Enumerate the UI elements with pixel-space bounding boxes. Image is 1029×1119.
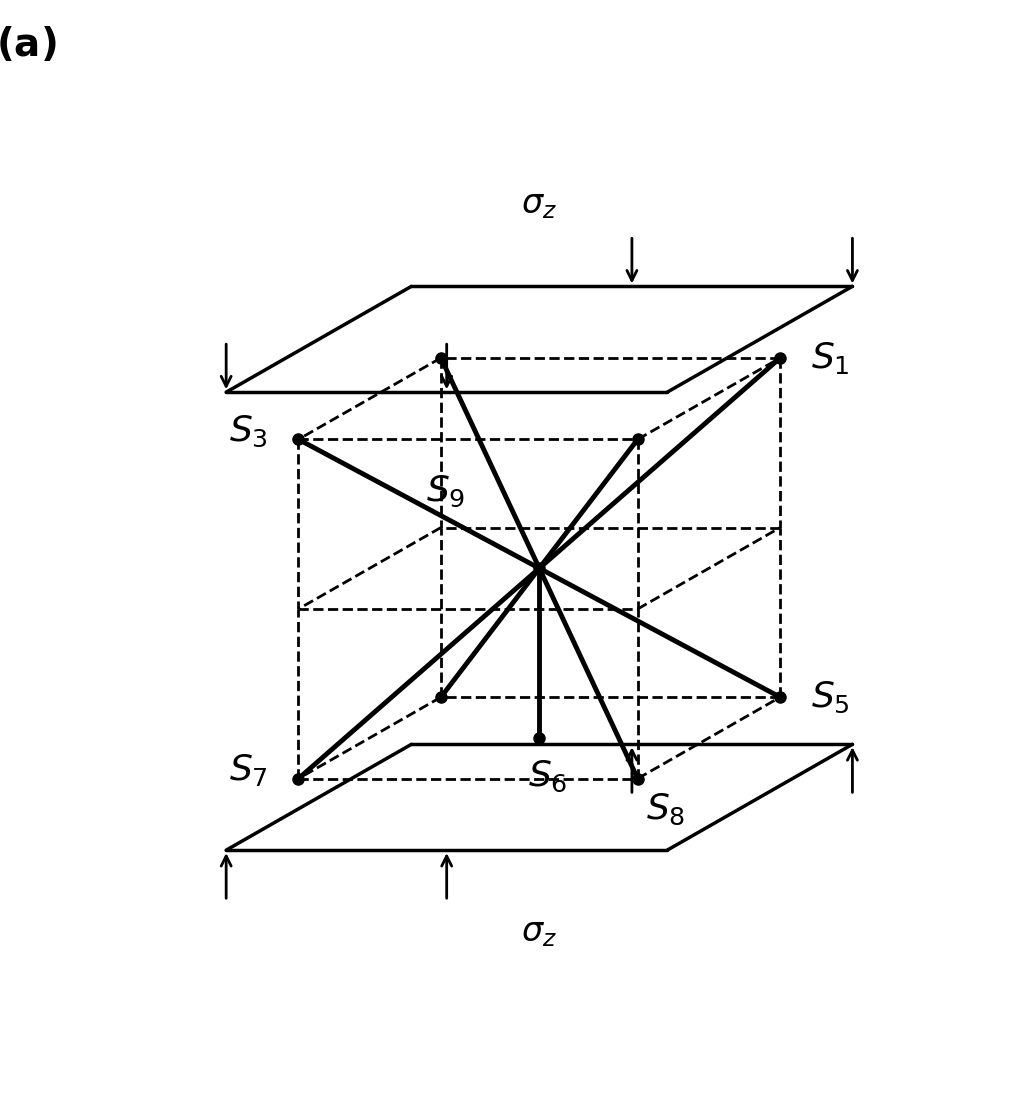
Text: $S_8$: $S_8$: [646, 792, 685, 827]
Text: $S_5$: $S_5$: [811, 679, 850, 715]
Text: $S_9$: $S_9$: [426, 473, 466, 509]
Text: $\sigma_z$: $\sigma_z$: [522, 916, 558, 949]
Text: $S_1$: $S_1$: [811, 340, 849, 376]
Text: $S_6$: $S_6$: [528, 759, 568, 793]
Text: $\sigma_z$: $\sigma_z$: [522, 188, 558, 220]
Text: $\bf{(a)}$: $\bf{(a)}$: [0, 26, 57, 65]
Text: $S_3$: $S_3$: [229, 413, 268, 449]
Text: $S_7$: $S_7$: [229, 752, 268, 788]
